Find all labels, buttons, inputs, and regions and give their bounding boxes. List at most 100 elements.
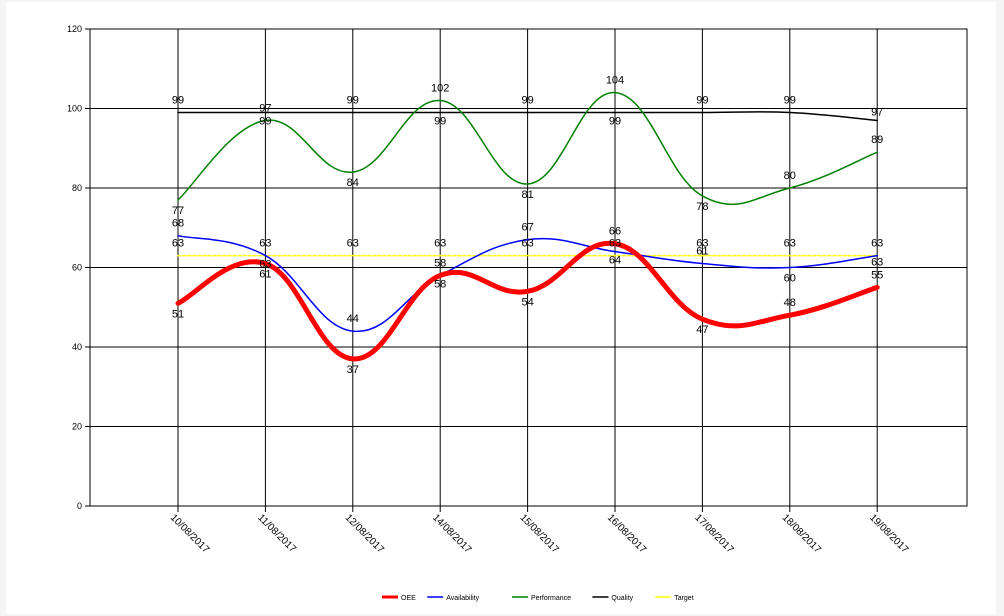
data-point-oee [876, 286, 878, 289]
legend-label-target: Target [674, 595, 694, 602]
data-label-quality: 99 [696, 94, 708, 106]
data-label-performance: 104 [606, 75, 624, 87]
chart-page [6, 2, 996, 614]
data-label-availability: 61 [696, 246, 708, 258]
legend-label-oee: OEE [401, 595, 416, 602]
y-tick-label: 20 [72, 422, 82, 432]
y-tick-label: 60 [72, 263, 82, 273]
data-label-target: 63 [784, 238, 796, 250]
data-label-oee: 58 [434, 257, 446, 269]
data-label-oee: 55 [871, 269, 883, 281]
data-point-performance [352, 171, 354, 173]
x-tick-label: 17/08/2017 [692, 512, 735, 555]
x-tick-label: 18/08/2017 [780, 512, 823, 555]
data-label-oee: 54 [521, 296, 533, 308]
data-point-oee [614, 242, 616, 245]
x-tick-label: 11/08/2017 [255, 512, 298, 555]
x-tick-label: 15/08/2017 [517, 512, 560, 555]
data-point-quality [264, 111, 267, 114]
data-label-target: 63 [871, 238, 883, 250]
data-point-target [352, 254, 354, 257]
data-point-availability [876, 254, 878, 257]
data-label-quality: 97 [871, 106, 883, 118]
data-label-oee: 37 [347, 364, 359, 376]
data-point-oee [526, 290, 529, 293]
data-point-target [177, 254, 179, 257]
series-line-availability [177, 234, 878, 332]
data-point-oee [789, 314, 791, 317]
data-point-availability [526, 238, 529, 241]
data-point-performance [789, 187, 791, 189]
data-point-quality [526, 111, 529, 114]
data-point-quality [352, 111, 354, 114]
data-label-oee: 66 [609, 226, 621, 238]
data-point-quality [876, 119, 878, 122]
data-point-performance [177, 199, 179, 201]
data-point-target [526, 254, 529, 257]
y-tick-label: 40 [72, 342, 82, 352]
data-label-performance: 80 [784, 170, 796, 182]
data-label-oee: 48 [784, 297, 796, 309]
data-point-oee [701, 318, 704, 320]
data-label-oee: 47 [696, 324, 708, 336]
data-label-quality: 99 [434, 115, 446, 127]
data-label-availability: 68 [172, 218, 184, 230]
y-tick-label: 100 [67, 104, 82, 114]
y-tick-label: 0 [77, 501, 82, 511]
data-point-performance [526, 183, 529, 185]
data-point-target [701, 254, 704, 257]
data-label-performance: 78 [696, 201, 708, 213]
data-point-quality [614, 111, 616, 114]
data-label-target: 63 [521, 238, 533, 250]
data-label-target: 63 [434, 238, 446, 250]
data-label-quality: 99 [172, 94, 184, 106]
data-label-performance: 89 [871, 134, 883, 146]
data-point-oee [264, 262, 267, 265]
data-label-oee: 61 [259, 269, 271, 281]
data-point-quality [789, 111, 791, 114]
data-label-quality: 99 [609, 115, 621, 127]
x-tick-label: 12/08/2017 [343, 512, 386, 555]
data-label-performance: 102 [431, 83, 449, 95]
data-label-target: 63 [347, 238, 359, 250]
x-tick-label: 16/08/2017 [605, 512, 648, 555]
data-point-oee [352, 358, 354, 360]
data-point-target [789, 254, 791, 257]
data-label-target: 63 [696, 238, 708, 250]
data-label-quality: 99 [784, 94, 796, 106]
data-label-availability: 60 [784, 273, 796, 285]
x-tick-label: 19/08/2017 [867, 512, 910, 555]
data-point-availability [614, 250, 616, 253]
data-label-availability: 64 [609, 255, 621, 267]
data-point-availability [789, 266, 791, 269]
data-label-performance: 84 [347, 177, 359, 189]
data-label-availability: 63 [871, 257, 883, 269]
data-point-quality [439, 111, 442, 114]
x-tick-label: 10/08/2017 [168, 512, 211, 555]
data-label-target: 63 [172, 238, 184, 250]
data-point-target [614, 254, 616, 257]
data-label-performance: 97 [259, 102, 271, 114]
legend-label-availability: Availability [446, 595, 479, 602]
x-tick-label: 14/08/2017 [430, 512, 473, 555]
data-label-availability: 58 [434, 278, 446, 290]
legend-label-performance: Performance [531, 595, 571, 602]
y-tick-label: 80 [72, 183, 82, 193]
data-point-availability [701, 262, 704, 265]
data-label-performance: 77 [172, 205, 184, 217]
data-point-performance [264, 119, 267, 122]
data-label-performance: 81 [521, 189, 533, 201]
data-point-performance [701, 195, 704, 197]
data-point-oee [439, 274, 442, 277]
data-label-target: 63 [609, 238, 621, 250]
data-point-quality [177, 111, 179, 114]
data-label-target: 63 [259, 238, 271, 250]
series-line-oee [175, 240, 880, 362]
legend-label-quality: Quality [611, 595, 633, 602]
data-label-availability: 44 [347, 313, 359, 325]
data-point-availability [264, 254, 267, 257]
data-label-quality: 99 [259, 115, 271, 127]
data-point-performance [876, 151, 878, 154]
data-point-target [439, 254, 442, 257]
